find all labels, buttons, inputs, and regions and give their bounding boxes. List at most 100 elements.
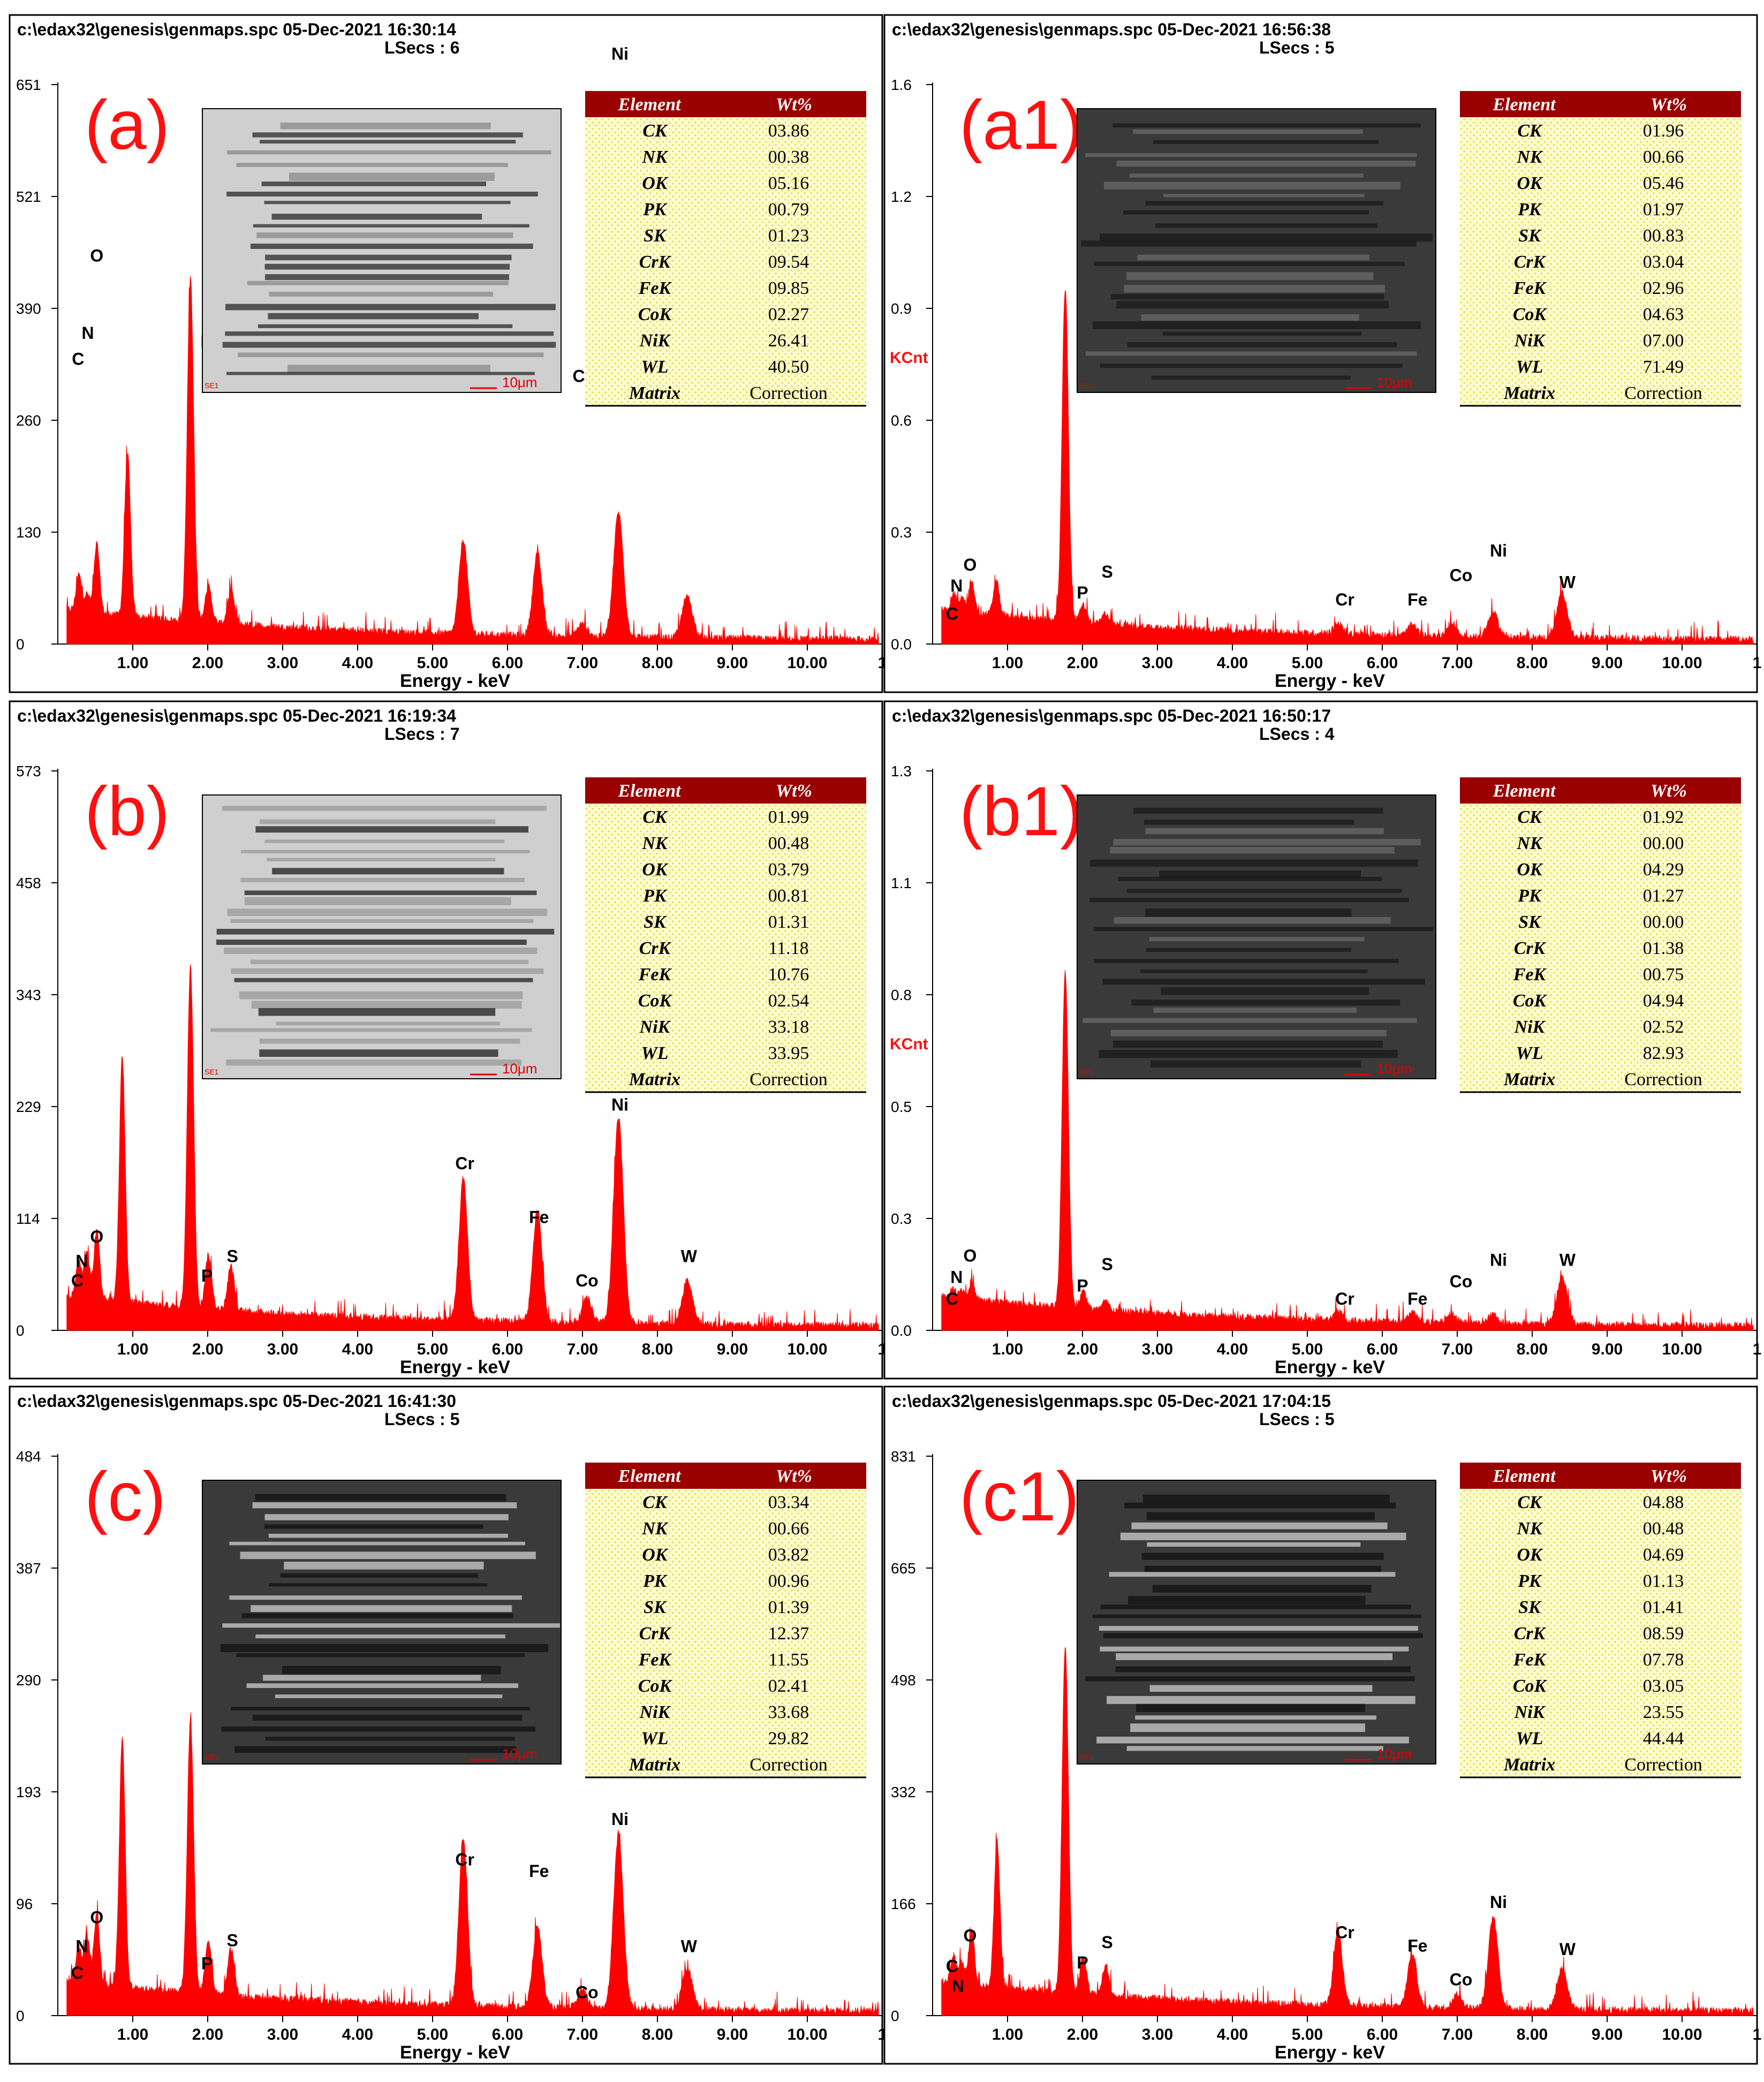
table-value: 04.69 (1643, 1545, 1684, 1565)
x-tick-label: 5.00 (1292, 654, 1323, 672)
peak-label-fe: Fe (1407, 1289, 1427, 1308)
sem-streak (287, 365, 490, 373)
table-header-wt: Wt% (1651, 1466, 1687, 1486)
kcnt-label: KCnt (890, 1035, 928, 1053)
x-tick-label: 1.00 (992, 2026, 1023, 2043)
panel-label: (c) (85, 1457, 166, 1535)
sem-streak (1155, 223, 1378, 228)
sem-streak (222, 1623, 560, 1628)
table-element: Matrix (629, 1755, 680, 1775)
table-element: PK (642, 886, 668, 906)
table-body-bg (585, 1489, 866, 1777)
sem-streak (238, 352, 544, 357)
sem-streak (289, 172, 495, 181)
composition-table: Element Wt% CK 01.92 NK 00.00 OK 04.29 PK 01.27 SK… (1460, 777, 1741, 1093)
sem-streak (255, 826, 528, 833)
se1-label: SE1 (205, 381, 219, 390)
x-tick-label: 10.00 (1662, 654, 1702, 672)
x-tick-label: 9.00 (717, 1341, 748, 1358)
sem-streak (250, 959, 529, 964)
x-tick-label: 8.00 (642, 1341, 673, 1358)
table-value: 03.34 (768, 1493, 809, 1512)
x-tick-label: 3.00 (267, 1341, 298, 1358)
table-header-bg (585, 1463, 866, 1489)
sem-streak (1100, 1646, 1409, 1652)
table-element: Matrix (629, 383, 680, 403)
sem-streak (1153, 140, 1379, 144)
se1-label: SE1 (1079, 1753, 1094, 1761)
x-tick-label: 6.00 (492, 654, 523, 672)
sem-streak (1089, 897, 1409, 903)
sem-streak (252, 1502, 517, 1509)
sem-streak (1126, 889, 1402, 893)
y-tick-label: 0.5 (891, 1099, 912, 1115)
sem-streak (1141, 314, 1359, 321)
table-element: WL (1516, 357, 1543, 377)
sem-streak (1146, 948, 1351, 952)
sem-streak (234, 978, 533, 982)
table-value: 01.96 (1643, 121, 1684, 141)
lsecs-label: LSecs : 6 (384, 38, 460, 57)
x-tick-label: 1 (1753, 654, 1762, 672)
composition-table: Element Wt% CK 04.88 NK 00.48 OK 04.69 PK 01.13 SK… (1460, 1463, 1741, 1778)
sem-streak (282, 1665, 501, 1675)
table-element: NiK (639, 1702, 671, 1722)
peak-label-co: Co (1450, 1272, 1473, 1291)
sem-streak (226, 192, 538, 196)
x-tick-label: 3.00 (1142, 1341, 1173, 1358)
table-element: CK (1517, 121, 1543, 141)
y-tick-label: 0 (16, 636, 25, 653)
spectrum-area (66, 1712, 879, 2016)
sem-streak (1099, 1050, 1398, 1058)
table-value: 40.50 (768, 357, 809, 377)
sem-streak (1081, 240, 1417, 247)
table-header-bg (1460, 91, 1741, 117)
table-value: 01.39 (768, 1598, 809, 1617)
sem-streak (1085, 153, 1417, 157)
sem-streak (1131, 1000, 1400, 1006)
table-value: 03.79 (768, 860, 809, 880)
spectrum-header: c:\edax32\genesis\genmaps.spc 05-Dec-202… (17, 706, 456, 725)
sem-streak (1130, 173, 1364, 178)
table-value: 07.00 (1643, 331, 1684, 351)
sem-streak (1131, 1522, 1388, 1530)
se1-label: SE1 (1079, 381, 1094, 390)
table-element: CrK (1514, 938, 1547, 958)
sem-streak (1111, 294, 1384, 300)
sem-streak (225, 331, 554, 336)
table-element: PK (642, 200, 668, 219)
table-element: NK (1516, 147, 1543, 167)
sem-streak (1107, 1696, 1415, 1704)
eds-panel-a: c:\edax32\genesis\genmaps.spc 05-Dec-202… (9, 14, 887, 693)
spectrum-header: c:\edax32\genesis\genmaps.spc 05-Dec-202… (892, 706, 1331, 725)
sem-streak (1150, 1060, 1361, 1068)
table-element: OK (1517, 173, 1543, 193)
y-tick-label: 1.3 (891, 763, 912, 779)
peak-label-ni: Ni (1490, 1892, 1507, 1912)
table-value: 09.54 (768, 252, 809, 272)
composition-table: Element Wt% CK 03.86 NK 00.38 OK 05.16 PK 00.79 SK… (585, 91, 866, 407)
table-element: SK (1518, 1598, 1542, 1617)
table-element: Matrix (1503, 1755, 1555, 1775)
x-tick-label: 4.00 (1217, 1341, 1248, 1358)
x-tick-label: 7.00 (1442, 2026, 1473, 2043)
peak-label-n: N (75, 1251, 88, 1270)
table-value: 05.46 (1643, 173, 1684, 193)
sem-streak (1100, 1604, 1411, 1609)
table-body-bg (1460, 804, 1741, 1092)
x-tick-label: 7.00 (567, 2026, 598, 2043)
sem-image: 10μm SE1 (202, 1480, 562, 1765)
sem-streak (1102, 979, 1425, 985)
sem-streak (240, 850, 530, 853)
sem-streak (251, 1001, 522, 1009)
y-tick-label: 831 (891, 1448, 916, 1465)
table-header-bg (1460, 777, 1741, 804)
table-element: CrK (1514, 1624, 1547, 1644)
peak-label-cr: Cr (455, 1154, 474, 1173)
y-tick-label: 498 (891, 1672, 916, 1689)
sem-streak (265, 274, 509, 281)
table-element: CK (642, 807, 668, 827)
table-value: 29.82 (768, 1729, 809, 1748)
sem-streak (1128, 1596, 1366, 1604)
sem-streak (1136, 1704, 1365, 1712)
